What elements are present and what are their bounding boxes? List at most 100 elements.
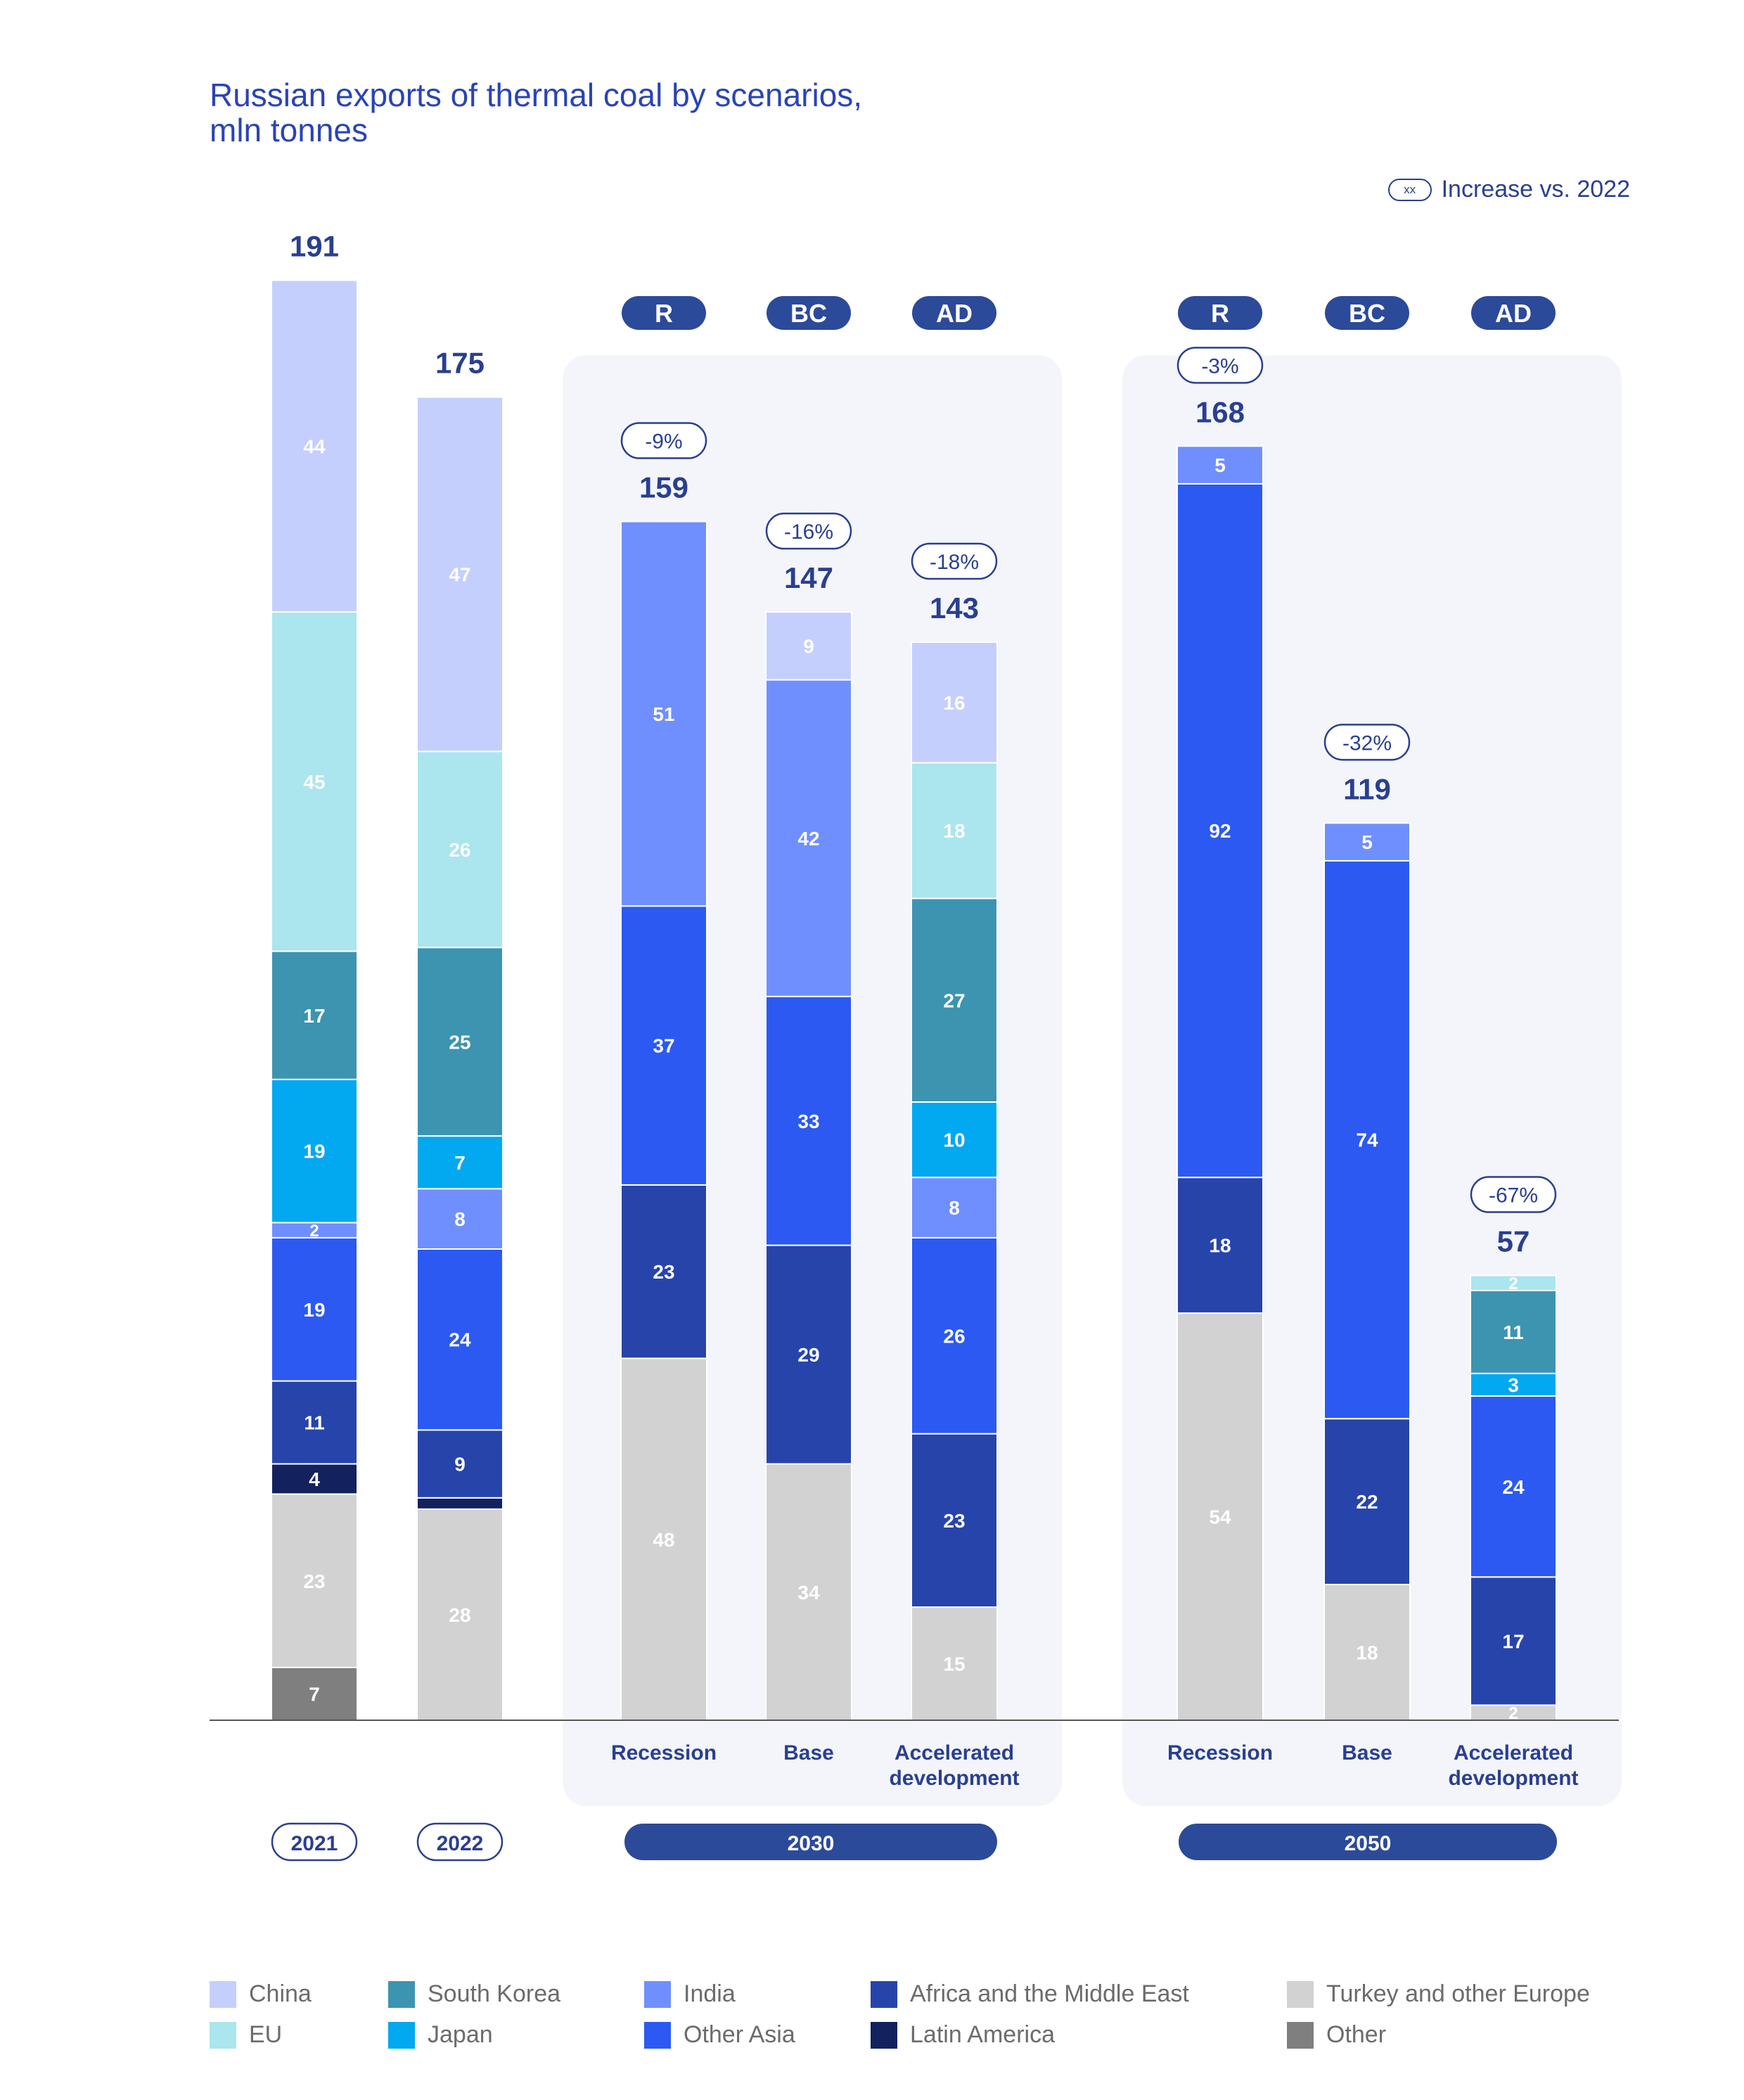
- legend-swatch: [388, 2021, 415, 2049]
- legend-label: Turkey and other Europe: [1326, 1980, 1590, 2007]
- legend-item-china: China: [210, 1980, 312, 2008]
- scenario-code-label: BC: [790, 299, 827, 328]
- bar-segment-china: [416, 396, 504, 753]
- bar-segment-label: 11: [1503, 1321, 1524, 1343]
- scenario-name-label: Recession: [1167, 1741, 1273, 1765]
- bar-segment-label: 44: [303, 435, 326, 457]
- bar-total-label: 191: [290, 229, 339, 262]
- bar-segment-eu: [416, 750, 504, 949]
- bar-segment-turkey-and-other-europe: [620, 1357, 707, 1721]
- year-group-pill-2030: [624, 1824, 997, 1860]
- bar-segment-africa-and-the-middle-east: [416, 1429, 504, 1499]
- legend-item-eu: EU: [210, 2021, 282, 2049]
- year-pill-label: 2022: [437, 1832, 484, 1855]
- bar-segment-label: 23: [653, 1261, 674, 1283]
- scenario-code-pill: [1178, 296, 1262, 330]
- bar-total-label: 159: [639, 471, 688, 504]
- bar-segment-label: 8: [454, 1208, 466, 1230]
- change-badge: [620, 422, 707, 459]
- bar-segment-label: 16: [943, 692, 965, 714]
- year-pill-label: 2021: [291, 1832, 338, 1855]
- legend-label: Other Asia: [684, 2021, 795, 2048]
- bar-segment-other-asia: [1470, 1395, 1557, 1578]
- scenario-code-pill: [912, 296, 996, 330]
- bar-segment-south-korea: [271, 950, 358, 1080]
- bar-segment-india: [416, 1188, 504, 1250]
- bar-segment-label: 2: [1508, 1274, 1518, 1293]
- bar-segment-label: 5: [1214, 454, 1226, 476]
- bar-segment-label: 23: [303, 1570, 325, 1592]
- bar-segment-china: [271, 279, 358, 613]
- legend-item-other: Other: [1287, 2021, 1386, 2049]
- change-badge-label: -3%: [1201, 354, 1238, 378]
- scenario-code-pill: [1325, 296, 1409, 330]
- year-group-label: 2030: [788, 1832, 835, 1855]
- bar-segment-turkey-and-other-europe: [911, 1606, 998, 1721]
- bar-segment-turkey-and-other-europe: [416, 1508, 504, 1722]
- bar-segment-label: 7: [309, 1684, 320, 1705]
- bar-total-label: 119: [1343, 772, 1391, 805]
- bar-segment-label: 23: [943, 1510, 965, 1532]
- legend-swatch: [871, 2021, 897, 2049]
- legend-item-india: India: [644, 1980, 736, 2008]
- bar-segment-china: [911, 641, 998, 764]
- bar-segment-south-korea: [1470, 1289, 1557, 1374]
- bar-segment-label: 9: [803, 635, 814, 657]
- change-badge-label: -18%: [930, 551, 979, 574]
- legend-swatch: [1287, 2021, 1314, 2049]
- change-badge: [1323, 724, 1411, 761]
- scenario-code-label: R: [655, 299, 673, 328]
- bar-segment-india: [620, 520, 707, 907]
- scenario-code-label: R: [1211, 299, 1229, 328]
- legend-item-south-korea: South Korea: [388, 1980, 560, 2008]
- bar-segment-label: 2: [1508, 1704, 1518, 1723]
- legend-swatch: [644, 1980, 671, 2008]
- change-badge-label: -16%: [784, 520, 833, 544]
- bar-segment-africa-and-the-middle-east: [620, 1184, 707, 1359]
- bar-segment-india: [911, 1177, 998, 1238]
- bar-segment-label: 54: [1209, 1506, 1231, 1528]
- legend-label: Africa and the Middle East: [910, 1980, 1189, 2007]
- bar-segment-label: 4: [309, 1468, 320, 1490]
- bar-segment-label: 18: [1209, 1235, 1231, 1257]
- bar-segment-label: 29: [797, 1344, 819, 1366]
- bar-segment-japan: [271, 1078, 358, 1224]
- bar-total-label: 143: [930, 591, 979, 625]
- bar-segment-label: 74: [1356, 1129, 1378, 1151]
- bar-total-label: 175: [435, 347, 485, 380]
- scenario-code-label: BC: [1349, 299, 1385, 328]
- change-badge: [765, 512, 852, 550]
- legend-label: Other: [1326, 2021, 1387, 2048]
- change-badge: [1176, 347, 1264, 384]
- year-group-label: 2050: [1345, 1832, 1392, 1855]
- increase-badge-sample: xx: [1387, 178, 1432, 201]
- bar-segment-label: 19: [303, 1141, 325, 1163]
- bar-segment-label: 19: [303, 1299, 325, 1321]
- legend-label: Japan: [428, 2021, 493, 2048]
- legend-swatch: [1287, 1980, 1314, 2008]
- bar-segment-india: [765, 679, 852, 997]
- bar-segment-label: 17: [303, 1005, 325, 1027]
- bar-segment-label: 47: [449, 564, 470, 586]
- bar-total-label: 57: [1497, 1225, 1530, 1258]
- bar-segment-label: 15: [943, 1653, 965, 1675]
- legend-label: Latin America: [910, 2021, 1055, 2048]
- bar-segment-label: 37: [653, 1035, 674, 1057]
- chart-title: Russian exports of thermal coal by scena…: [210, 77, 862, 148]
- bar-segment-label: 3: [1508, 1374, 1519, 1396]
- year-group-pill-2050: [1179, 1824, 1557, 1860]
- bar-total-label: 168: [1195, 395, 1245, 428]
- bar-segment-label: 8: [949, 1197, 960, 1219]
- bar-segment-africa-and-the-middle-east: [1176, 1177, 1264, 1314]
- scenario-code-pill: [1471, 296, 1556, 330]
- chart-title-line1: Russian exports of thermal coal by scena…: [210, 77, 863, 113]
- bar-segment-other-asia: [911, 1236, 998, 1435]
- bar-segment-other-asia: [765, 995, 852, 1246]
- bar-segment-india: [1323, 822, 1411, 862]
- bar-segment-turkey-and-other-europe: [1176, 1312, 1264, 1721]
- bar-total-label: 147: [784, 561, 833, 594]
- bar-segment-label: 25: [449, 1031, 470, 1053]
- change-badge: [1470, 1176, 1557, 1213]
- bar-segment-label: 10: [943, 1129, 965, 1151]
